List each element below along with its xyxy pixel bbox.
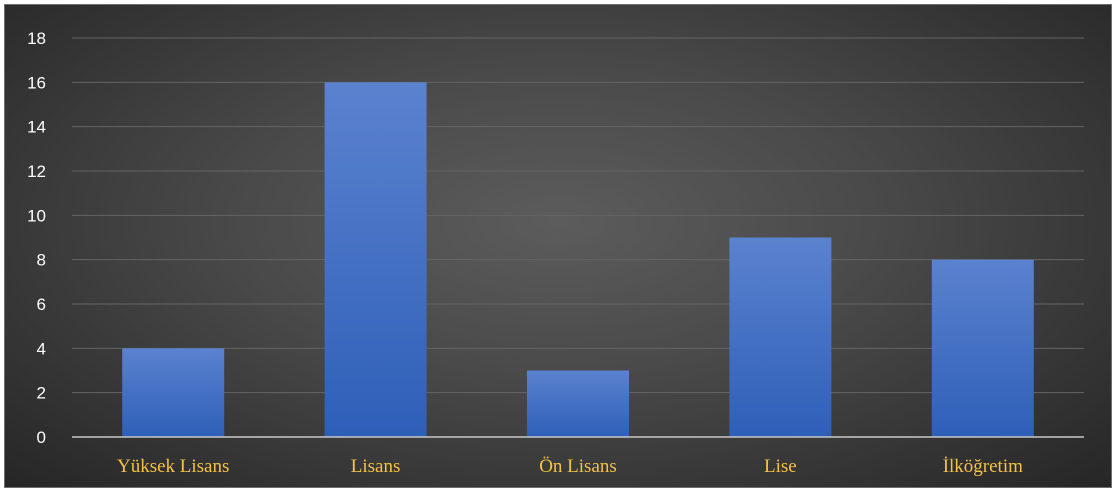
bar — [324, 82, 427, 437]
gridlines — [72, 37, 1084, 394]
y-axis-ticks: 0 2 4 6 8 10 12 14 16 18 — [27, 29, 46, 447]
bars — [122, 82, 1034, 437]
x-axis-ticks: Yüksek Lisans Lisans Ön Lisans Lise İlköğret… — [117, 456, 1023, 477]
x-tick-label: Ön Lisans — [539, 456, 617, 477]
bar — [931, 259, 1034, 437]
y-tick-label: 8 — [37, 251, 46, 270]
x-tick-label: Lisans — [351, 456, 401, 477]
y-tick-label: 10 — [27, 206, 46, 225]
y-tick-label: 16 — [27, 73, 46, 92]
bar — [527, 370, 629, 437]
x-tick-label: Yüksek Lisans — [117, 456, 229, 477]
x-tick-label: Lise — [764, 456, 797, 477]
bar — [122, 348, 225, 437]
y-tick-label: 2 — [37, 384, 46, 403]
y-tick-label: 0 — [37, 428, 46, 447]
y-tick-label: 14 — [27, 118, 46, 137]
y-tick-label: 18 — [27, 29, 46, 48]
y-tick-label: 4 — [37, 339, 46, 358]
y-tick-label: 12 — [27, 162, 46, 181]
y-tick-label: 6 — [37, 295, 46, 314]
bar — [729, 237, 832, 437]
x-tick-label: İlköğretim — [943, 456, 1023, 477]
